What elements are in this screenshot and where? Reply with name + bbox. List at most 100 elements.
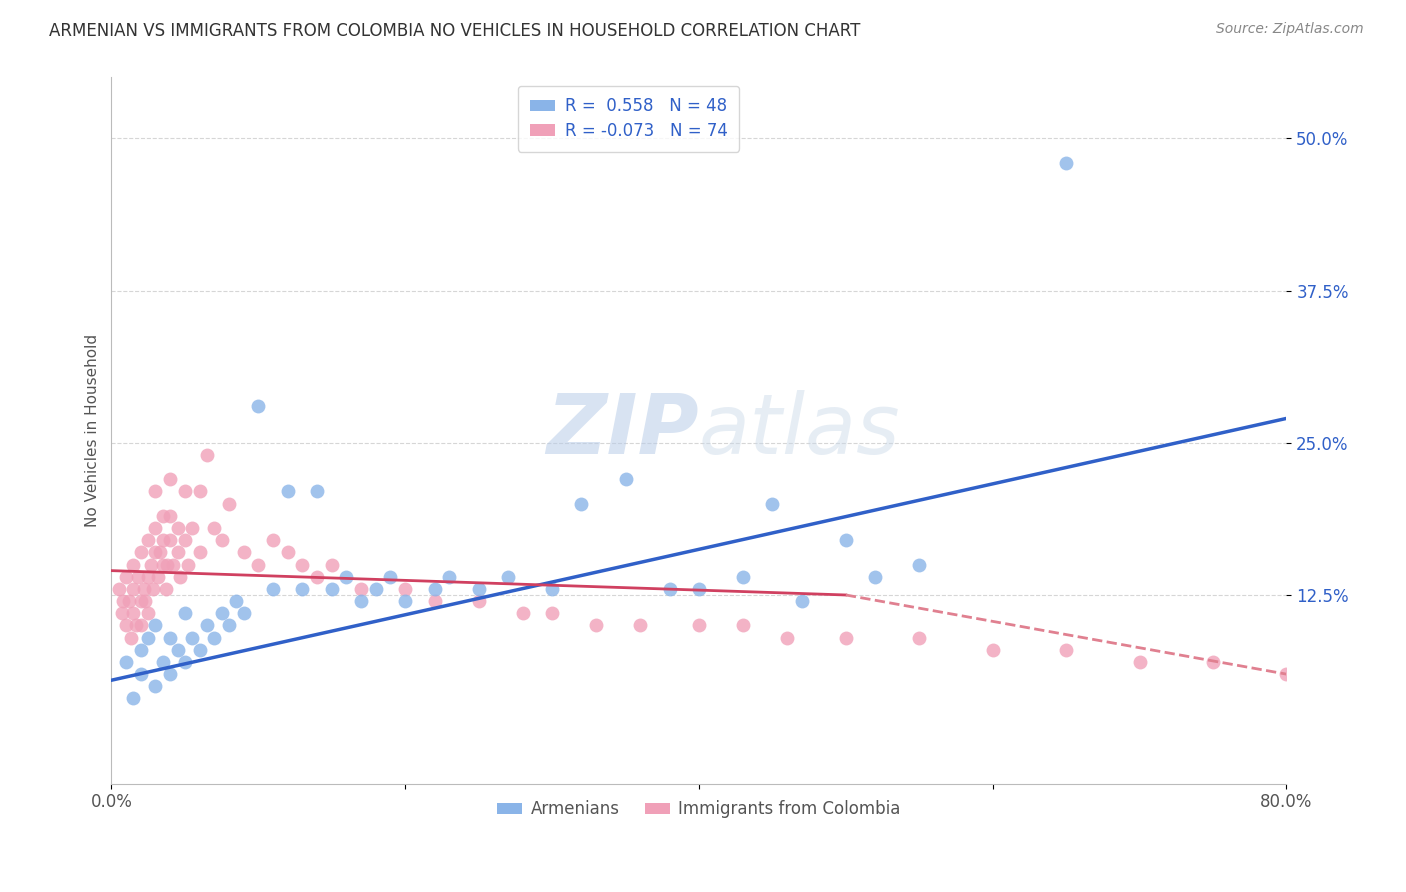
Point: [107, 582, 129, 596]
Point: [195, 448, 218, 462]
Point: [467, 594, 489, 608]
Point: [585, 618, 607, 632]
Point: [350, 582, 373, 596]
Point: [202, 631, 225, 645]
Point: [152, 655, 174, 669]
Point: [177, 558, 200, 572]
Point: [152, 533, 174, 548]
Point: [115, 570, 138, 584]
Point: [125, 618, 148, 632]
Point: [181, 631, 204, 645]
Point: [145, 679, 167, 693]
Point: [136, 606, 159, 620]
Point: [120, 631, 142, 645]
Point: [277, 484, 299, 499]
Point: [571, 497, 593, 511]
Point: [350, 594, 373, 608]
Point: [111, 606, 134, 620]
Point: [152, 508, 174, 523]
Point: [232, 545, 254, 559]
Text: ARMENIAN VS IMMIGRANTS FROM COLOMBIA NO VEHICLES IN HOUSEHOLD CORRELATION CHART: ARMENIAN VS IMMIGRANTS FROM COLOMBIA NO …: [49, 22, 860, 40]
Point: [305, 484, 328, 499]
Point: [247, 399, 270, 413]
Point: [496, 570, 519, 584]
Point: [423, 594, 446, 608]
Point: [211, 606, 233, 620]
Point: [628, 618, 651, 632]
Point: [173, 606, 195, 620]
Point: [122, 691, 145, 706]
Point: [423, 582, 446, 596]
Point: [129, 594, 152, 608]
Point: [277, 545, 299, 559]
Point: [188, 484, 211, 499]
Point: [908, 631, 931, 645]
Point: [835, 631, 858, 645]
Point: [614, 472, 637, 486]
Point: [118, 594, 141, 608]
Point: [159, 508, 181, 523]
Point: [115, 618, 138, 632]
Point: [122, 558, 145, 572]
Point: [908, 558, 931, 572]
Point: [127, 570, 149, 584]
Text: atlas: atlas: [699, 390, 901, 471]
Point: [1054, 155, 1077, 169]
Point: [512, 606, 534, 620]
Point: [166, 642, 188, 657]
Point: [211, 533, 233, 548]
Point: [136, 533, 159, 548]
Text: ZIP: ZIP: [547, 390, 699, 471]
Point: [136, 570, 159, 584]
Point: [380, 570, 402, 584]
Point: [195, 618, 218, 632]
Point: [232, 606, 254, 620]
Point: [188, 642, 211, 657]
Point: [247, 558, 270, 572]
Point: [541, 606, 564, 620]
Point: [225, 594, 247, 608]
Point: [159, 631, 181, 645]
Point: [173, 533, 195, 548]
Point: [129, 545, 152, 559]
Point: [688, 618, 710, 632]
Point: [262, 582, 284, 596]
Point: [173, 484, 195, 499]
Point: [1275, 667, 1298, 681]
Point: [262, 533, 284, 548]
Point: [863, 570, 886, 584]
Point: [467, 582, 489, 596]
Point: [731, 570, 754, 584]
Point: [136, 631, 159, 645]
Point: [134, 594, 156, 608]
Point: [776, 631, 799, 645]
Point: [149, 545, 172, 559]
Point: [1054, 642, 1077, 657]
Point: [835, 533, 858, 548]
Point: [1202, 655, 1225, 669]
Point: [202, 521, 225, 535]
Point: [394, 582, 416, 596]
Point: [122, 582, 145, 596]
Text: Source: ZipAtlas.com: Source: ZipAtlas.com: [1216, 22, 1364, 37]
Point: [148, 570, 170, 584]
Point: [159, 472, 181, 486]
Point: [145, 545, 167, 559]
Point: [291, 558, 314, 572]
Point: [139, 558, 162, 572]
Point: [141, 582, 163, 596]
Point: [981, 642, 1004, 657]
Point: [218, 497, 240, 511]
Point: [291, 582, 314, 596]
Point: [159, 667, 181, 681]
Point: [129, 642, 152, 657]
Legend: Armenians, Immigrants from Colombia: Armenians, Immigrants from Colombia: [491, 794, 907, 825]
Point: [166, 521, 188, 535]
Point: [218, 618, 240, 632]
Point: [156, 558, 179, 572]
Point: [658, 582, 681, 596]
Point: [145, 521, 167, 535]
Point: [129, 618, 152, 632]
Point: [166, 545, 188, 559]
Point: [305, 570, 328, 584]
